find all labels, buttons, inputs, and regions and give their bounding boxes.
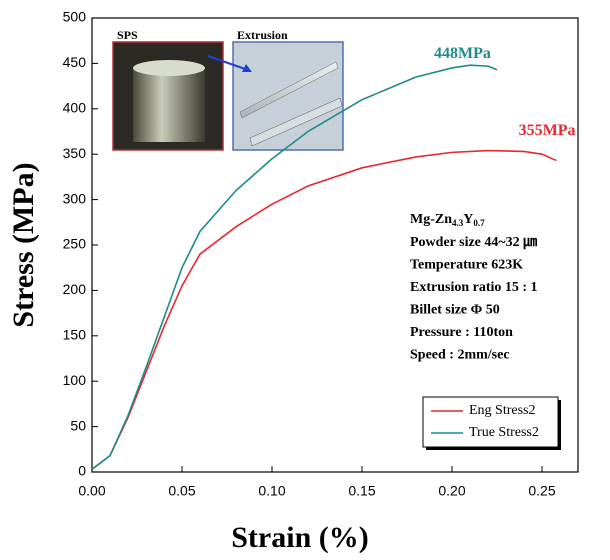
y-tick-label: 250: [63, 236, 87, 252]
x-tick-label: 0.05: [168, 483, 195, 499]
info-line: Billet size Φ 50: [410, 303, 500, 318]
x-tick-label: 0.00: [78, 483, 105, 499]
x-tick-label: 0.15: [348, 483, 375, 499]
annotation: 355MPa: [519, 122, 576, 139]
info-line: Powder size 44~32 ㎛: [410, 235, 537, 251]
photo-label: SPS: [117, 28, 138, 42]
line-series: [91, 149, 557, 470]
x-tick-label: 0.25: [528, 483, 555, 499]
legend-label: Eng Stress2: [469, 403, 536, 418]
x-axis-label: Strain (%): [231, 521, 369, 554]
info-line: Extrusion ratio 15 : 1: [410, 280, 538, 295]
annotation: 448MPa: [434, 45, 491, 62]
y-tick-label: 200: [63, 281, 87, 297]
legend-label: True Stress2: [469, 425, 539, 440]
x-tick-label: 0.20: [438, 483, 465, 499]
arrow: [207, 55, 249, 71]
y-tick-label: 100: [63, 372, 87, 388]
line-series: [91, 64, 498, 470]
y-tick-label: 500: [63, 9, 87, 25]
x-tick-label: 0.10: [258, 483, 285, 499]
y-tick-label: 400: [63, 100, 87, 116]
legend-box: [422, 396, 559, 448]
photo-label: Extrusion: [237, 28, 288, 42]
y-tick-label: 300: [63, 190, 87, 206]
y-tick-label: 450: [63, 54, 87, 70]
y-axis-label: Stress (MPa): [7, 162, 40, 327]
alloy-label: Mg-Zn4.3Y0.7: [410, 212, 485, 228]
info-line: Speed : 2mm/sec: [410, 348, 510, 363]
y-tick-label: 350: [63, 145, 87, 161]
y-tick-label: 50: [70, 417, 86, 433]
y-tick-label: 150: [63, 327, 87, 343]
info-line: Temperature 623K: [410, 258, 523, 273]
photo-sps: [112, 41, 224, 151]
info-line: Pressure : 110ton: [410, 325, 513, 340]
arrow-head: [242, 64, 252, 72]
y-tick-label: 0: [78, 463, 86, 479]
photo-extrusion: [232, 41, 344, 151]
